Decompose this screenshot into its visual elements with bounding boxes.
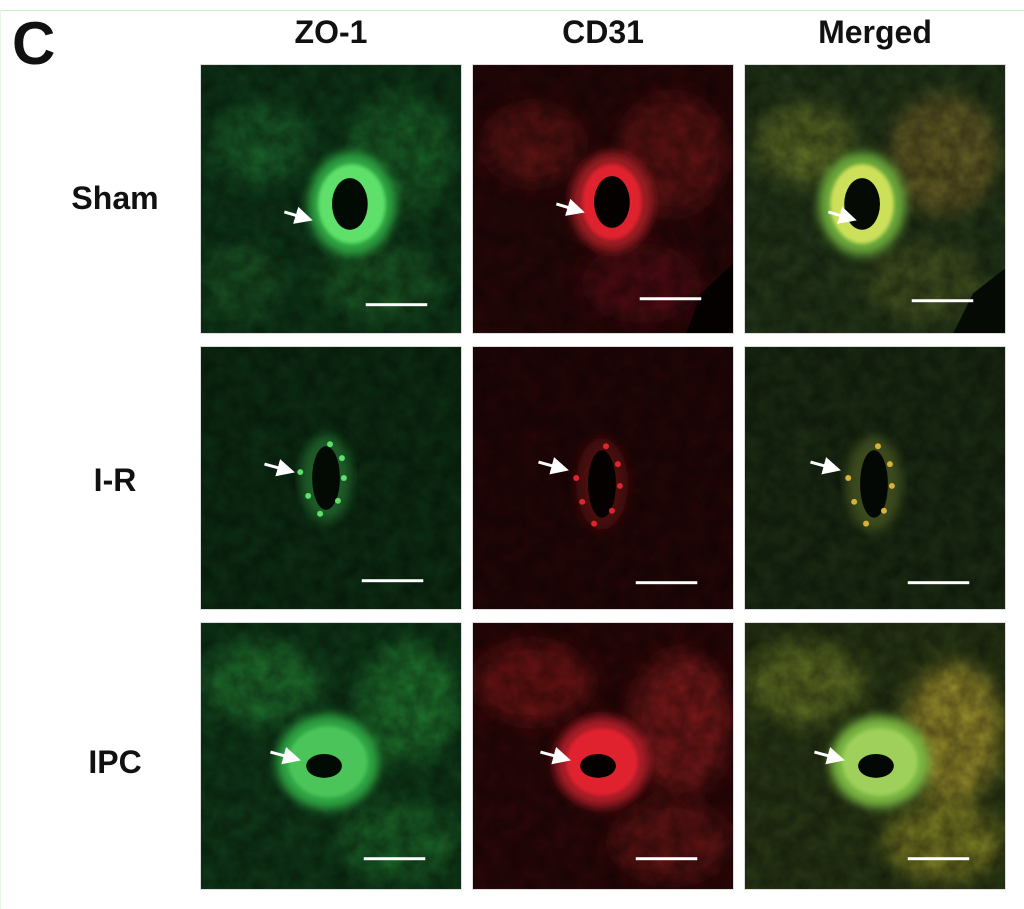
image-sham-cd31 — [472, 64, 734, 334]
image-sham-zo1 — [200, 64, 462, 334]
column-header-merged: Merged — [818, 14, 932, 50]
image-ir-cd31 — [472, 346, 734, 610]
image-sham-merged — [744, 64, 1006, 334]
image-ipc-cd31 — [472, 622, 734, 890]
panel-letter: C — [12, 10, 56, 77]
column-header-cd31: CD31 — [562, 14, 644, 50]
figure-top-border — [0, 10, 1024, 11]
figure-left-border — [0, 10, 1, 909]
row-header-ir: I-R — [93, 462, 137, 498]
row-header-ipc: IPC — [88, 744, 142, 780]
image-ipc-merged — [744, 622, 1006, 890]
image-ir-merged — [744, 346, 1006, 610]
column-header-zo1: ZO-1 — [294, 14, 368, 50]
image-ir-zo1 — [200, 346, 462, 610]
image-ipc-zo1 — [200, 622, 462, 890]
row-header-sham: Sham — [71, 180, 159, 216]
